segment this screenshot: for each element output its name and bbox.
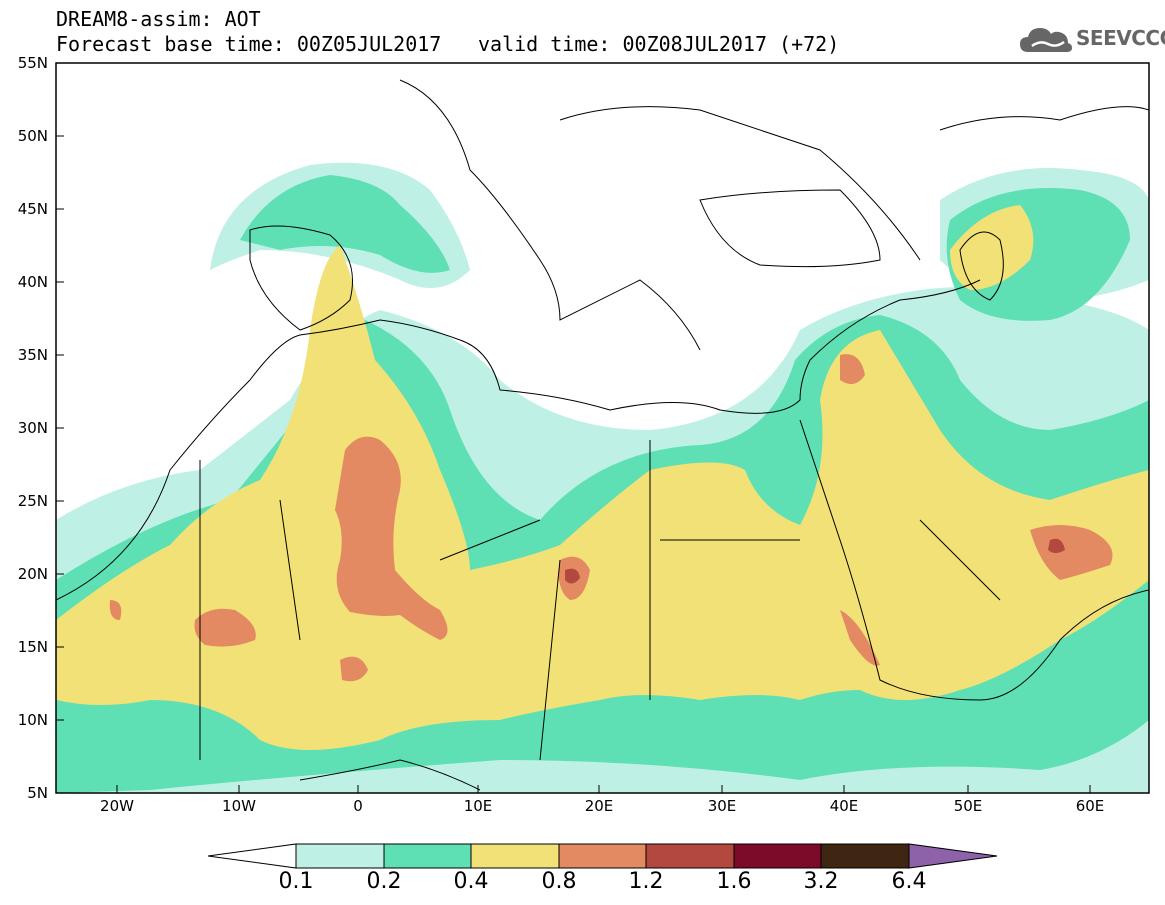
colorbar-label: 6.4 [891,869,927,894]
lat-label: 50N [17,127,48,145]
lat-label: 55N [17,54,48,72]
colorbar-label: 0.1 [278,869,314,894]
lat-label: 35N [17,346,48,364]
lon-label: 60E [1075,797,1105,815]
coastlines [56,79,1149,791]
lon-label: 30E [707,797,737,815]
colorbar-label: 1.6 [716,869,752,894]
lon-label: 20E [584,797,614,815]
lat-label: 40N [17,273,48,291]
lon-label: 40E [829,797,859,815]
colorbar-label: 1.2 [628,869,664,894]
aot-field [56,63,1149,793]
colorbar-label: 0.2 [366,869,402,894]
cloud-icon [1020,28,1072,52]
aot-level-0.8 [109,354,1113,682]
lon-label: 10W [222,797,256,815]
colorbar-label: 3.2 [803,869,839,894]
lon-label: 10E [463,797,493,815]
lat-label: 5N [27,784,48,802]
colorbar-label: 0.4 [453,869,489,894]
valid-time: valid time: 00Z08JUL2017 (+72) [478,32,840,56]
seevccc-logo: SEEVCCC [1018,22,1165,56]
lat-label: 45N [17,200,48,218]
lon-label: 50E [953,797,983,815]
lat-label: 10N [17,711,48,729]
lat-label: 20N [17,565,48,583]
lat-label: 25N [17,492,48,510]
colorbar-label: 0.8 [541,869,577,894]
logo-text: SEEVCCC [1076,26,1165,50]
lat-label: 15N [17,638,48,656]
forecast-base-time: Forecast base time: 00Z05JUL2017 [56,32,442,56]
lon-label: 0 [353,797,363,815]
lat-label: 30N [17,419,48,437]
aot-level-1.2 [565,538,1065,584]
lon-label: 20W [100,797,134,815]
aot-level-0.4 [56,205,1149,750]
axis-ticks [56,135,1091,793]
map-title: DREAM8-assim: AOT [56,7,261,31]
